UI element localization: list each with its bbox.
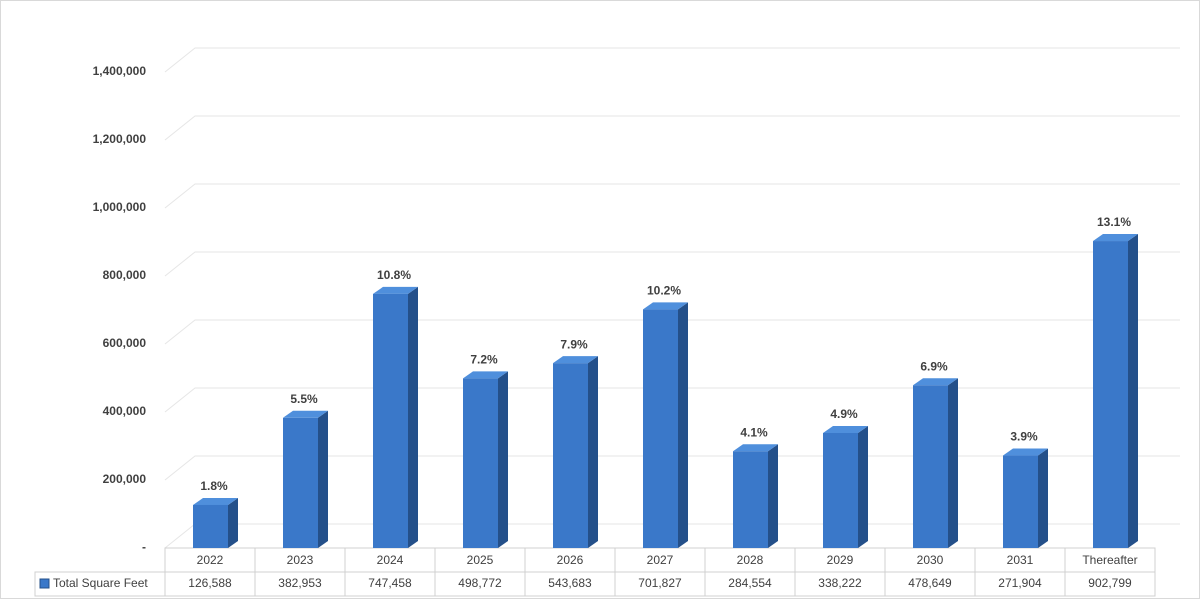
bar-top bbox=[1003, 448, 1048, 456]
bar-top bbox=[823, 426, 868, 434]
table-value: 338,222 bbox=[818, 576, 862, 590]
bar-top bbox=[373, 286, 418, 294]
data-label: 10.8% bbox=[377, 268, 411, 282]
x-tick-label: 2029 bbox=[827, 553, 854, 567]
bar bbox=[733, 451, 768, 548]
data-label: 13.1% bbox=[1097, 215, 1131, 229]
data-label: 3.9% bbox=[1010, 430, 1038, 444]
bar bbox=[283, 417, 318, 548]
table-value: 126,588 bbox=[188, 576, 232, 590]
grid-line bbox=[164, 387, 1180, 413]
bar bbox=[1093, 241, 1128, 548]
bar-top bbox=[643, 302, 688, 310]
table-value: 747,458 bbox=[368, 576, 412, 590]
x-tick-label: 2024 bbox=[377, 553, 404, 567]
x-tick-label: 2030 bbox=[917, 553, 944, 567]
y-tick-label: 1,200,000 bbox=[93, 132, 147, 146]
bar-side bbox=[678, 302, 688, 548]
bar bbox=[643, 309, 678, 548]
y-tick-label: 400,000 bbox=[103, 404, 147, 418]
table-value: 284,554 bbox=[728, 576, 772, 590]
x-tick-label: 2025 bbox=[467, 553, 494, 567]
x-tick-label: 2026 bbox=[557, 553, 584, 567]
data-label: 10.2% bbox=[647, 284, 681, 298]
bar-top bbox=[913, 378, 958, 386]
table-value: 902,799 bbox=[1088, 576, 1132, 590]
grid-line bbox=[164, 251, 1180, 277]
table-value: 382,953 bbox=[278, 576, 322, 590]
bar-top bbox=[193, 497, 238, 505]
bar-top bbox=[1093, 234, 1138, 242]
grid-line bbox=[164, 47, 1180, 73]
bar-side bbox=[1128, 234, 1138, 548]
legend-label: Total Square Feet bbox=[53, 576, 148, 590]
data-label: 4.1% bbox=[740, 425, 768, 439]
bar bbox=[193, 504, 228, 548]
x-tick-label: 2028 bbox=[737, 553, 764, 567]
bar bbox=[823, 433, 858, 548]
data-label: 5.5% bbox=[290, 392, 318, 406]
bar-side bbox=[498, 371, 508, 548]
x-tick-label: 2031 bbox=[1007, 553, 1034, 567]
data-label: 1.8% bbox=[200, 479, 228, 493]
data-label: 7.9% bbox=[560, 337, 588, 351]
grid-line bbox=[164, 183, 1180, 209]
y-tick-label: 1,000,000 bbox=[93, 200, 147, 214]
bar-side bbox=[318, 410, 328, 548]
x-tick-label: Thereafter bbox=[1082, 553, 1137, 567]
table-value: 478,649 bbox=[908, 576, 952, 590]
grid-line bbox=[164, 319, 1180, 345]
y-tick-label: - bbox=[142, 540, 146, 554]
table-value: 543,683 bbox=[548, 576, 592, 590]
data-label: 7.2% bbox=[470, 353, 498, 367]
bar-side bbox=[1038, 448, 1048, 548]
bar-side bbox=[948, 378, 958, 548]
bar bbox=[373, 293, 408, 548]
table-cell bbox=[1064, 571, 1156, 597]
bar-side bbox=[408, 286, 418, 548]
bar-side bbox=[768, 444, 778, 548]
table-value: 498,772 bbox=[458, 576, 502, 590]
data-label: 4.9% bbox=[830, 407, 858, 421]
bar bbox=[913, 385, 948, 548]
bar-top bbox=[463, 371, 508, 379]
bar bbox=[1003, 455, 1038, 548]
data-label: 6.9% bbox=[920, 359, 948, 373]
bar-top bbox=[283, 410, 328, 418]
bar bbox=[463, 378, 498, 548]
y-tick-label: 200,000 bbox=[103, 472, 147, 486]
y-tick-label: 1,400,000 bbox=[93, 64, 147, 78]
bar-side bbox=[228, 497, 238, 548]
bar bbox=[553, 363, 588, 548]
legend-swatch bbox=[39, 578, 50, 589]
bar-side bbox=[588, 356, 598, 548]
table-value: 701,827 bbox=[638, 576, 682, 590]
x-tick-label: 2027 bbox=[647, 553, 674, 567]
y-tick-label: 800,000 bbox=[103, 268, 147, 282]
table-value: 271,904 bbox=[998, 576, 1042, 590]
x-tick-label: 2022 bbox=[197, 553, 224, 567]
bar-top bbox=[553, 356, 598, 364]
bar-side bbox=[858, 426, 868, 548]
bar-top bbox=[733, 444, 778, 452]
x-tick-label: 2023 bbox=[287, 553, 314, 567]
grid-line bbox=[164, 115, 1180, 141]
y-tick-label: 600,000 bbox=[103, 336, 147, 350]
